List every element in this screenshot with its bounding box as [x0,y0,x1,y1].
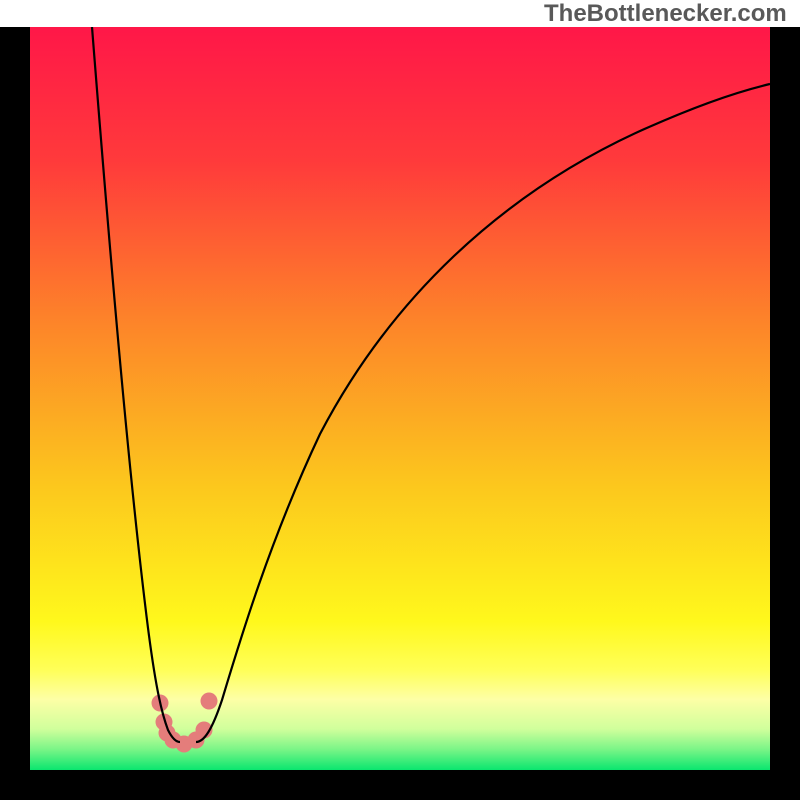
right-curve [196,84,770,742]
watermark-text: TheBottlenecker.com [544,0,787,28]
curve-layer [0,0,800,800]
valley-dot-7 [201,693,218,710]
chart-container: TheBottlenecker.com [0,0,800,800]
left-curve [92,27,180,742]
